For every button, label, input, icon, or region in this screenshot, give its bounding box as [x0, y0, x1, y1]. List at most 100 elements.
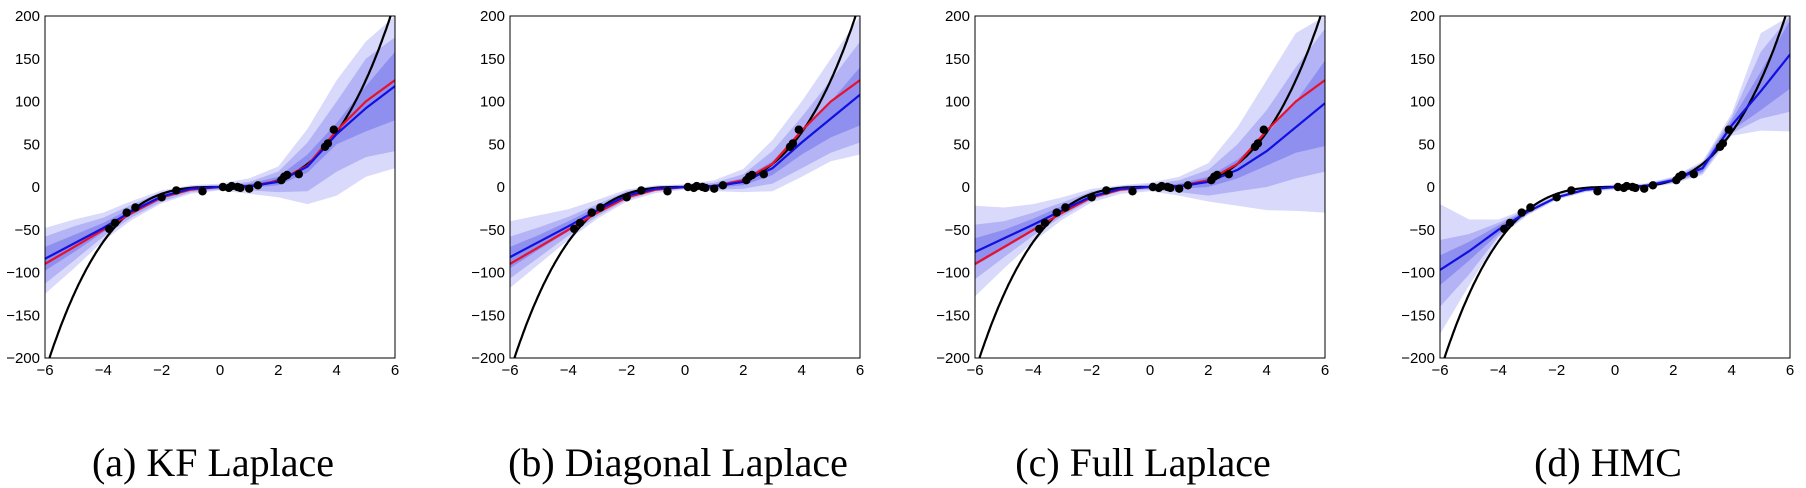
data-point [575, 218, 585, 228]
y-tick-label: 100 [945, 94, 970, 111]
y-tick-label: −200 [6, 350, 40, 367]
y-tick-label: 0 [962, 179, 970, 196]
x-tick-label: −6 [966, 362, 983, 379]
data-point [596, 203, 605, 212]
y-tick-label: −150 [936, 307, 970, 324]
data-point [570, 224, 579, 234]
x-tick-label: 6 [391, 362, 399, 379]
axes-frame [509, 15, 861, 359]
data-point [294, 170, 303, 179]
data-point [236, 183, 245, 193]
data-point [701, 183, 710, 193]
data-point [131, 203, 140, 212]
data-point [105, 224, 114, 234]
x-tick-label: 4 [1263, 362, 1271, 379]
x-tick-label: 4 [798, 362, 806, 379]
data-point [1224, 170, 1234, 179]
data-point [1128, 187, 1137, 196]
plot-area [975, 16, 1325, 358]
plot-area [45, 16, 395, 358]
y-tick-label: −50 [1410, 222, 1435, 239]
data-point [282, 170, 292, 180]
y-tick-label: −100 [936, 265, 970, 282]
data-point [1689, 170, 1699, 179]
caption-b: (b) Diagonal Laplace [508, 440, 848, 485]
y-tick-label: 100 [480, 94, 505, 111]
data-point [1175, 184, 1184, 193]
x-tick-label: −4 [1490, 362, 1507, 379]
x-tick-label: 0 [216, 362, 224, 379]
y-tick-label: 100 [15, 94, 40, 111]
x-tick-label: −2 [1083, 362, 1100, 379]
data-point [323, 139, 333, 148]
caption-c: (c) Full Laplace [1015, 440, 1270, 485]
y-tick-label: 100 [1410, 94, 1435, 111]
x-tick-label: −6 [501, 362, 518, 379]
data-point [1052, 208, 1061, 217]
y-tick-label: −200 [471, 350, 505, 367]
y-tick-label: −200 [936, 350, 970, 367]
plot-area [510, 16, 860, 358]
x-tick-label: −2 [153, 362, 170, 379]
data-point [110, 218, 120, 228]
x-tick-label: −4 [95, 362, 112, 379]
data-point [710, 184, 719, 193]
y-tick-label: −100 [471, 265, 505, 282]
y-tick-label: 150 [480, 51, 505, 68]
data-point [1253, 139, 1263, 148]
x-tick-label: 0 [681, 362, 689, 379]
plot-area [1440, 16, 1790, 358]
y-tick-label: 150 [1410, 51, 1435, 68]
data-point [329, 125, 338, 134]
panel-full-laplace: −6 −4 −2 0 2 4 6 −200 −150 −100 −50 0 50 100 150 200 [936, 8, 1329, 379]
y-tick-label: 150 [945, 51, 970, 68]
y-tick-label: 200 [480, 8, 505, 25]
data-point [1102, 186, 1111, 195]
data-point [1724, 125, 1734, 134]
data-point [1593, 187, 1602, 196]
y-tick-label: 200 [15, 8, 40, 25]
y-tick-label: −100 [1401, 265, 1435, 282]
y-tick-label: 0 [1427, 179, 1435, 196]
uncertainty-band-1 [975, 60, 1325, 266]
x-tick-label: −4 [1025, 362, 1042, 379]
data-point [1035, 224, 1044, 234]
data-point [1183, 181, 1193, 190]
data-point [637, 186, 646, 195]
panel-diagonal-laplace: −6 −4 −2 0 2 4 6 −200 −150 −100 −50 0 50 100 150 200 [471, 8, 864, 379]
x-tick-label: −2 [618, 362, 635, 379]
axes-frame [44, 15, 396, 359]
y-tick-label: −50 [15, 222, 40, 239]
caption-a: (a) KF Laplace [92, 440, 334, 485]
x-tick-label: −2 [1548, 362, 1565, 379]
x-tick-label: 2 [1669, 362, 1677, 379]
data-point [622, 193, 631, 202]
y-tick-label: 200 [1410, 8, 1435, 25]
data-point [1526, 203, 1535, 212]
data-point [663, 187, 672, 196]
x-tick-label: 2 [274, 362, 282, 379]
data-point [1212, 170, 1222, 180]
x-tick-label: 6 [1321, 362, 1329, 379]
data-point [253, 181, 263, 190]
y-tick-label: 150 [15, 51, 40, 68]
data-point [1087, 193, 1096, 202]
y-tick-label: 50 [1418, 136, 1435, 153]
y-tick-label: −200 [1401, 350, 1435, 367]
y-tick-label: 50 [953, 136, 970, 153]
x-tick-label: −4 [560, 362, 577, 379]
data-point [198, 187, 207, 196]
x-tick-label: 6 [1786, 362, 1794, 379]
data-point [1631, 183, 1640, 193]
x-tick-label: 4 [333, 362, 341, 379]
data-point [1040, 218, 1050, 228]
data-point [1500, 224, 1509, 234]
caption-d: (d) HMC [1534, 440, 1682, 485]
y-tick-label: 0 [497, 179, 505, 196]
data-point [1718, 139, 1728, 148]
data-point [1166, 183, 1175, 193]
data-point [1677, 170, 1687, 180]
data-point [1517, 208, 1526, 217]
data-point [245, 184, 254, 193]
